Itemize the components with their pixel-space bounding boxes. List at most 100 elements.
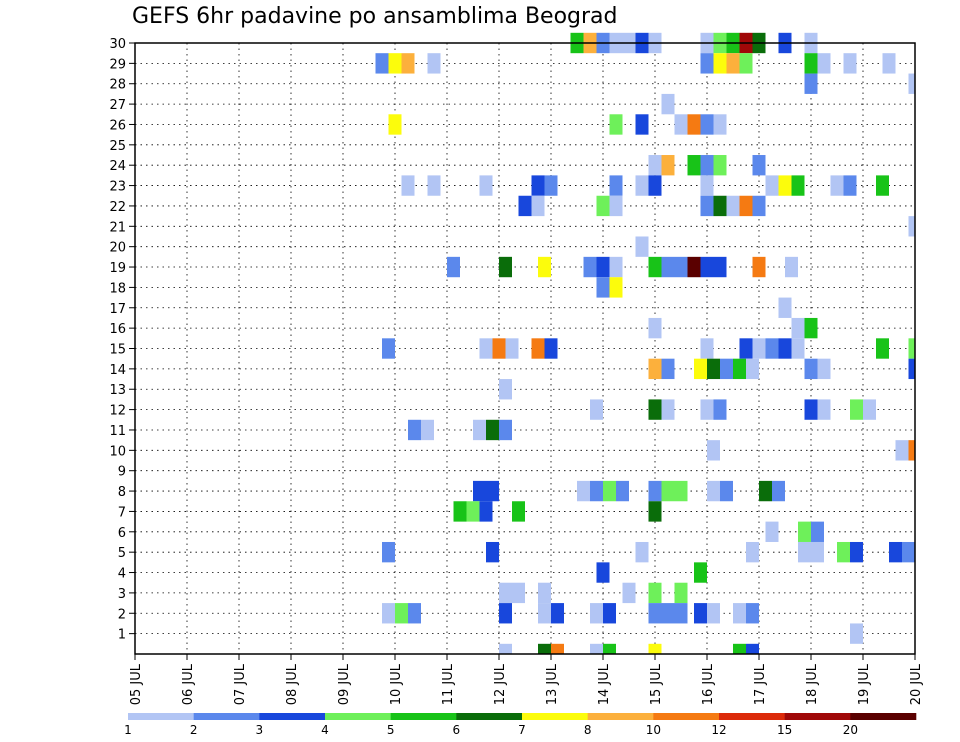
heatmap-cell xyxy=(778,338,792,359)
heatmap-cell xyxy=(648,358,662,380)
heatmap-cell xyxy=(726,195,740,217)
y-tick-label: 15 xyxy=(109,343,126,358)
heatmap-cell xyxy=(707,603,720,624)
heatmap-cell xyxy=(739,195,753,217)
y-tick-label: 24 xyxy=(109,159,126,174)
heatmap-cell xyxy=(700,338,714,359)
heatmap-cell xyxy=(830,175,844,196)
colorbar-segment xyxy=(850,713,917,720)
heatmap-cell xyxy=(694,358,707,380)
heatmap-cell xyxy=(733,603,746,624)
heatmap-cell xyxy=(479,175,493,196)
heatmap-cell xyxy=(648,175,662,196)
heatmap-cell xyxy=(661,480,675,502)
y-tick-label: 4 xyxy=(118,567,126,582)
heatmap-cell xyxy=(375,53,389,74)
colorbar-label: 2 xyxy=(190,723,198,737)
heatmap-cell xyxy=(479,338,493,359)
colorbar-label: 4 xyxy=(321,723,329,737)
heatmap-cell xyxy=(876,175,889,196)
heatmap-cell xyxy=(382,541,395,563)
heatmap-cell xyxy=(421,419,434,441)
heatmap-cell xyxy=(746,603,759,624)
colorbar: 1 2 3 4 5 6 7 8 10 12 15 20 xyxy=(124,713,917,737)
y-tick-label: 13 xyxy=(109,383,126,398)
heatmap-cell xyxy=(427,175,441,196)
colorbar-segment xyxy=(259,713,326,720)
heatmap-cell xyxy=(538,582,551,604)
heatmap-cell xyxy=(752,195,766,217)
heatmap-cell xyxy=(817,358,831,380)
heatmap-cell xyxy=(479,501,493,522)
heatmap-cell xyxy=(603,603,616,624)
x-tick-label: 12 JUL xyxy=(493,663,508,705)
heatmap-cell xyxy=(746,358,759,380)
heatmap-cell xyxy=(512,582,525,604)
heatmap-cell xyxy=(499,643,512,654)
y-tick-label: 16 xyxy=(109,322,126,337)
y-tick-label: 8 xyxy=(118,485,126,500)
colorbar-segment xyxy=(456,713,523,720)
heatmap-cell xyxy=(746,541,759,563)
heatmap-cell xyxy=(648,155,662,176)
heatmap-cell xyxy=(661,358,675,380)
heatmap-cell xyxy=(499,603,512,624)
x-tick-label: 08 JUL xyxy=(285,663,300,705)
heatmap-cell xyxy=(609,256,623,278)
colorbar-segment xyxy=(128,713,194,720)
heatmap-cell xyxy=(473,419,486,441)
heatmap-cell xyxy=(408,419,421,441)
heatmap-cell xyxy=(674,582,688,604)
heatmap-cell xyxy=(707,358,720,380)
y-tick-label: 2 xyxy=(118,607,126,622)
y-tick-label: 21 xyxy=(109,220,126,235)
heatmap-cell xyxy=(609,114,623,135)
y-tick-label: 1 xyxy=(118,628,126,643)
heatmap-cell xyxy=(798,541,811,563)
heatmap-cell xyxy=(700,256,714,278)
y-tick-label: 22 xyxy=(109,200,126,215)
heatmap-cell xyxy=(850,623,863,644)
heatmap-cell xyxy=(382,338,395,359)
heatmap-cell xyxy=(785,256,798,278)
heatmap-cell xyxy=(817,53,831,74)
colorbar-label: 3 xyxy=(256,723,264,737)
heatmap-cell xyxy=(713,155,727,176)
heatmap-cell xyxy=(596,277,610,298)
y-tick-label: 7 xyxy=(118,505,126,520)
y-tick-label: 25 xyxy=(109,139,126,154)
heatmap-cell xyxy=(661,155,675,176)
heatmap-cell xyxy=(538,603,551,624)
heatmap-cell xyxy=(752,338,766,359)
heatmap-cell xyxy=(765,175,779,196)
x-tick-label: 09 JUL xyxy=(337,663,352,705)
heatmap-cell xyxy=(616,480,629,502)
heatmap-cell xyxy=(590,399,603,420)
y-tick-label: 18 xyxy=(109,281,126,296)
heatmap-cell xyxy=(804,53,818,74)
colorbar-label: 15 xyxy=(777,723,792,737)
heatmap-cell xyxy=(388,114,402,135)
heatmap-cell xyxy=(674,603,688,624)
heatmap-cell xyxy=(713,195,727,217)
x-tick-label: 06 JUL xyxy=(181,663,196,705)
heatmap-cell xyxy=(453,501,467,522)
heatmap-cell xyxy=(746,643,759,654)
heatmap-cell xyxy=(648,480,662,502)
heatmap-cell xyxy=(622,582,636,604)
y-tick-label: 12 xyxy=(109,404,126,419)
heatmap-cell xyxy=(609,277,623,298)
heatmap-cell xyxy=(635,236,649,257)
y-tick-label: 20 xyxy=(109,241,126,256)
y-tick-label: 3 xyxy=(118,587,126,602)
heatmap-cell xyxy=(804,73,818,94)
heatmap-cell xyxy=(876,338,889,359)
heatmap-cell xyxy=(843,53,857,74)
heatmap-cell xyxy=(882,53,896,74)
heatmap-cell xyxy=(700,155,714,176)
heatmap-cell xyxy=(687,256,701,278)
y-tick-label: 26 xyxy=(109,118,126,133)
heatmap-cell xyxy=(811,521,824,542)
heatmap-cell xyxy=(603,480,616,502)
